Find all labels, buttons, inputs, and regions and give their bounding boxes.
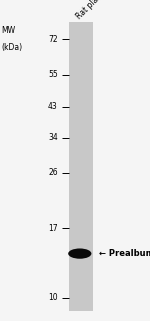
Text: (kDa): (kDa): [2, 43, 23, 52]
Text: 34: 34: [48, 133, 58, 142]
Text: 43: 43: [48, 102, 58, 111]
Text: ← Prealbumin: ← Prealbumin: [99, 249, 150, 258]
Text: 72: 72: [48, 35, 58, 44]
Text: 17: 17: [48, 224, 58, 233]
Text: 55: 55: [48, 70, 58, 79]
Text: Rat plasma: Rat plasma: [75, 0, 112, 21]
Bar: [69, 22, 93, 311]
Text: 26: 26: [48, 168, 58, 177]
Text: MW: MW: [2, 26, 16, 35]
Text: 10: 10: [48, 293, 58, 302]
Ellipse shape: [68, 248, 92, 259]
